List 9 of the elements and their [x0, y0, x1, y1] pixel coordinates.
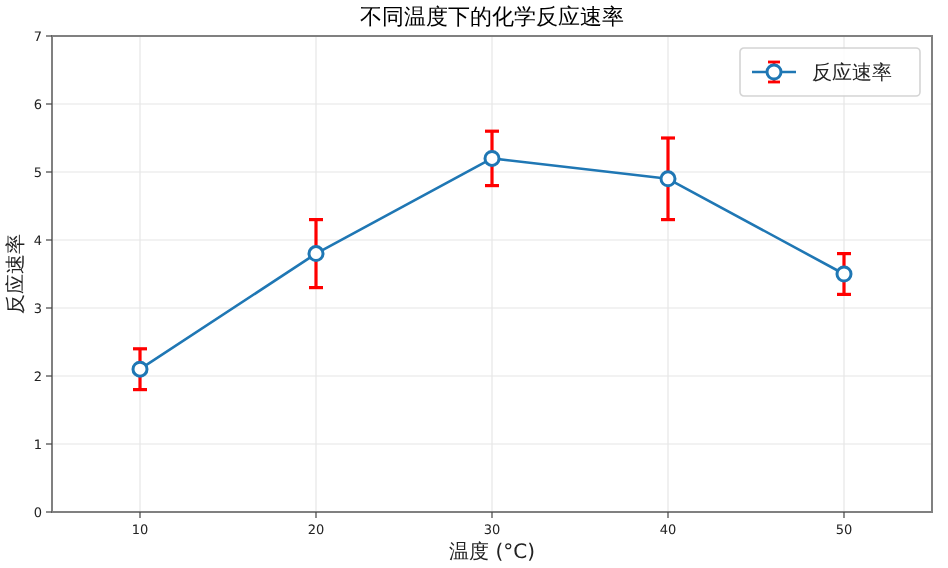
y-axis-title: 反应速率 [4, 234, 28, 314]
point [131, 360, 149, 378]
x-axis-title: 温度 (°C) [449, 540, 536, 564]
point [483, 149, 501, 167]
point [835, 265, 853, 283]
chart-title: 不同温度下的化学反应速率 [360, 4, 624, 30]
legend-label: 反应速率 [812, 61, 892, 85]
point [307, 245, 325, 263]
point [659, 170, 677, 188]
